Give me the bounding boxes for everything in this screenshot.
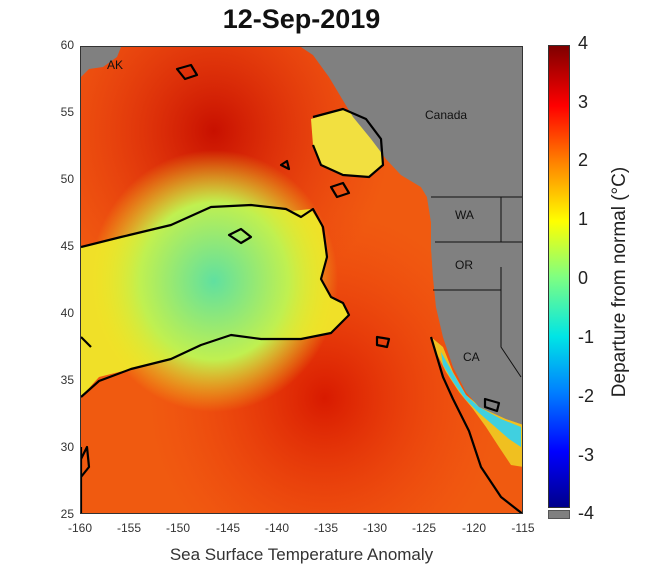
colorbar	[548, 45, 570, 508]
colorbar-land-swatch	[548, 510, 570, 519]
colorbar-tick-label: -2	[578, 386, 595, 406]
y-tick-label: 55	[60, 105, 74, 119]
sst-anomaly-map: AK Canada WA OR CA	[80, 46, 523, 514]
california-cool-strip	[431, 337, 522, 467]
colorbar-tick-label: -4	[578, 503, 595, 523]
colorbar-tick-label: 1	[578, 209, 589, 229]
x-tick-label: -135	[313, 521, 339, 535]
label-wa: WA	[455, 208, 474, 222]
map-canvas: AK Canada WA OR CA	[81, 47, 522, 513]
colorbar-tick-label: 0	[578, 268, 589, 288]
colorbar-tick-label: -1	[578, 327, 595, 347]
colorbar-tick-label: 2	[578, 150, 589, 170]
x-tick-label: -150	[165, 521, 191, 535]
y-tick-label: 45	[60, 239, 74, 253]
colorbar-tick-label: -3	[578, 445, 595, 465]
label-canada: Canada	[425, 108, 467, 122]
x-tick-label: -125	[411, 521, 437, 535]
x-tick-label: -130	[362, 521, 388, 535]
x-tick-label: -160	[67, 521, 93, 535]
colorbar-tick-label: 4	[578, 33, 589, 53]
label-ca: CA	[463, 350, 480, 364]
colorbar-tick-label: 3	[578, 92, 589, 112]
x-tick-label: -120	[461, 521, 487, 535]
y-tick-label: 60	[60, 38, 74, 52]
y-tick-label: 40	[60, 306, 74, 320]
x-tick-label: -145	[215, 521, 241, 535]
y-tick-label: 35	[60, 373, 74, 387]
chart-title: 12-Sep-2019	[222, 4, 381, 34]
y-tick-label: 30	[60, 440, 74, 454]
y-tick-label: 25	[60, 507, 74, 521]
x-axis-label: Sea Surface Temperature Anomaly	[169, 545, 434, 564]
x-tick-label: -140	[264, 521, 290, 535]
north-america-land	[301, 47, 522, 425]
y-tick-label: 50	[60, 172, 74, 186]
x-tick-label: -115	[511, 521, 535, 535]
label-ak: AK	[107, 58, 123, 72]
colorbar-label: Departure from normal (°C)	[609, 166, 630, 398]
political-borders	[431, 196, 522, 378]
anomaly-contours	[81, 63, 522, 513]
label-or: OR	[455, 258, 473, 272]
california-cold-upwelling	[441, 352, 521, 447]
alaska-land	[81, 47, 121, 77]
x-tick-label: -155	[116, 521, 142, 535]
